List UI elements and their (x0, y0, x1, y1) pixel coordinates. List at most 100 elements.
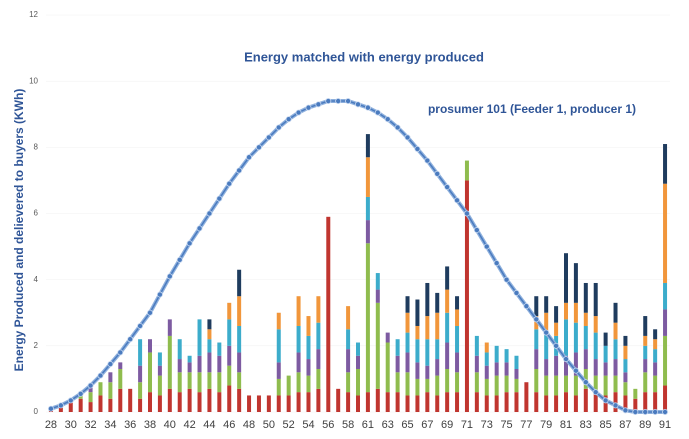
bar-segment (385, 332, 390, 343)
bar-segment (207, 319, 212, 330)
bar-segment (494, 395, 499, 412)
bar-segment (365, 157, 370, 197)
bar-segment (197, 355, 202, 373)
bar-segment (296, 392, 301, 412)
bar-segment (504, 362, 509, 376)
bar-segment (138, 365, 143, 383)
bar-segment (573, 352, 578, 376)
bar-segment (445, 392, 450, 412)
x-tick-label: 32 (84, 419, 96, 431)
x-tick-label: 89 (639, 419, 651, 431)
bar-segment (613, 375, 618, 393)
bar-segment (573, 395, 578, 412)
bar-segment (207, 329, 212, 340)
bar-segment (435, 359, 440, 376)
x-tick-label: 40 (164, 419, 176, 431)
bar-segment (573, 302, 578, 323)
bar-segment (534, 368, 539, 393)
x-tick-label: 83 (580, 419, 592, 431)
bar-segment (108, 382, 113, 399)
bar-segment (157, 365, 162, 376)
line-marker (652, 408, 659, 415)
bar-segment (643, 372, 648, 393)
x-tick-label: 73 (481, 419, 493, 431)
line-marker (592, 389, 599, 396)
bar-segment (474, 392, 479, 412)
bar-segment (58, 405, 63, 412)
bar-segment (564, 355, 568, 376)
x-tick-label: 65 (401, 419, 413, 431)
x-tick-label: 44 (203, 419, 215, 431)
bar-segment (425, 378, 430, 393)
bar-segment (375, 388, 380, 412)
bar-segment (405, 395, 410, 412)
bar-segment (286, 375, 291, 396)
bar-segment (138, 398, 143, 412)
bar-segment (197, 392, 202, 412)
bar-segment (346, 392, 351, 412)
bar-segment (276, 329, 281, 363)
bar-segment (603, 395, 608, 412)
bar-segment (157, 352, 162, 366)
line-marker (543, 329, 550, 336)
bar-segment (365, 134, 370, 158)
bar-segment (247, 395, 252, 412)
bar-segment (564, 319, 568, 356)
bar-segment (425, 339, 430, 366)
bar-segment (564, 253, 568, 303)
bar-segment (653, 329, 658, 340)
bar-segment (573, 263, 578, 303)
bar-segment (108, 372, 113, 383)
bar-segment (316, 368, 321, 389)
line-marker (483, 243, 490, 250)
y-tick-label: 4 (34, 275, 39, 284)
bar-segment (583, 312, 588, 326)
bar-segment (593, 392, 598, 412)
bar-segment (365, 196, 370, 221)
bar-segment (554, 322, 559, 336)
bar-segment (227, 302, 232, 320)
line-marker (146, 309, 153, 316)
bar-segment (504, 392, 509, 412)
bar-segment (346, 329, 351, 350)
bar-segment (346, 349, 351, 373)
line-marker (305, 104, 312, 111)
bar-segment (276, 362, 281, 379)
bar-segment (405, 296, 410, 313)
x-tick-label: 50 (263, 419, 275, 431)
bar-segment (306, 375, 311, 393)
line-marker (186, 240, 193, 247)
bar-segment (455, 309, 460, 326)
bar-segment (88, 402, 93, 412)
bar-segment (534, 296, 539, 317)
bar-segment (623, 382, 628, 396)
bar-segment (415, 378, 420, 396)
bar-segment (296, 325, 301, 353)
bar-segment (405, 312, 410, 333)
bar-segment (405, 352, 410, 373)
bar-segment (494, 345, 499, 363)
bar-segment (167, 388, 172, 412)
bar-segment (365, 243, 370, 393)
bar-segment (524, 382, 529, 412)
x-tick-label: 91 (659, 419, 671, 431)
bar-segment (227, 385, 232, 412)
bar-segment (415, 299, 420, 326)
bar-segment (138, 382, 143, 399)
bar-segment (514, 355, 519, 369)
bar-segment (593, 316, 598, 333)
bar-segment (643, 345, 648, 360)
bar-segment (474, 355, 479, 373)
bar-segment (118, 368, 123, 389)
line-marker (563, 356, 570, 363)
x-tick-label: 69 (441, 419, 453, 431)
line-marker (97, 372, 104, 379)
x-tick-label: 54 (302, 419, 314, 431)
bar-segment (98, 395, 103, 412)
bar-segment (356, 342, 360, 356)
bar-segment (455, 352, 460, 373)
bar-segment (455, 392, 460, 412)
bar-segment (356, 395, 360, 412)
bar-segment (415, 339, 420, 363)
line-marker (394, 124, 401, 131)
